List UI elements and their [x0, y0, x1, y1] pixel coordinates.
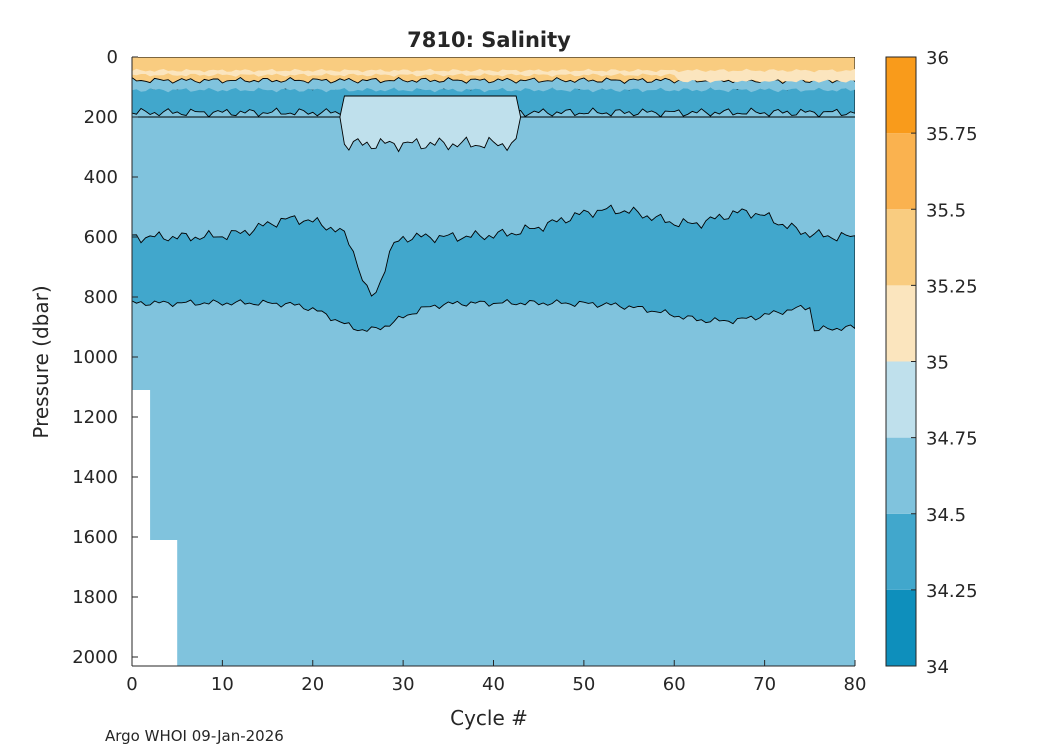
y-tick-label: 0: [107, 47, 118, 68]
x-tick-label: 30: [392, 674, 415, 695]
intermediate-minimum-layer: [132, 204, 855, 332]
y-tick-label: 1400: [72, 467, 118, 488]
x-tick-label: 0: [126, 674, 137, 695]
y-tick-label: 200: [84, 107, 118, 128]
colorbar-tick-label: 35.5: [926, 200, 966, 221]
y-tick-label: 1200: [72, 407, 118, 428]
deep-water-region: [132, 57, 855, 666]
x-tick-label: 80: [844, 674, 867, 695]
colorbar-tick-label: 34.5: [926, 505, 966, 526]
colorbar-segment: [886, 513, 916, 590]
x-tick-label: 40: [482, 674, 505, 695]
colorbar-segment: [886, 57, 916, 134]
y-axis-label: Pressure (dbar): [29, 285, 53, 438]
colorbar-tick-label: 36: [926, 48, 949, 69]
y-axis: 0 200 400 600 800 1000 1200 1400 1600 1800 2000: [72, 47, 138, 668]
x-axis: 0 10 20 30 40 50 60 70 80: [126, 660, 866, 695]
subsurface-lens: [132, 95, 855, 153]
x-tick-label: 50: [572, 674, 595, 695]
colorbar-tick-label: 35: [926, 353, 949, 374]
footer-credit: Argo WHOI 09-Jan-2026: [105, 727, 284, 745]
y-tick-label: 1000: [72, 347, 118, 368]
surface-transition: [132, 68, 855, 83]
x-tick-label: 70: [753, 674, 776, 695]
colorbar-tick-label: 34.75: [926, 429, 978, 450]
x-tick-label: 10: [211, 674, 234, 695]
colorbar-tick-label: 35.25: [926, 276, 978, 297]
colorbar-tick-label: 35.75: [926, 124, 978, 145]
x-tick-label: 60: [663, 674, 686, 695]
colorbar: 34 34.25 34.5 34.75 35 35.25 35.5 35.75 36: [885, 48, 978, 678]
colorbar-segment: [886, 133, 916, 210]
salinity-field: [132, 57, 855, 666]
y-tick-label: 1800: [72, 587, 118, 608]
colorbar-segment: [886, 361, 916, 438]
colorbar-segment: [886, 589, 916, 666]
x-axis-label: Cycle #: [450, 706, 528, 730]
y-tick-label: 400: [84, 167, 118, 188]
y-tick-label: 600: [84, 227, 118, 248]
surface-high-salinity: [132, 57, 855, 84]
colorbar-segment: [886, 437, 916, 514]
colorbar-tick-label: 34.25: [926, 581, 978, 602]
y-tick-label: 1600: [72, 527, 118, 548]
colorbar-segment: [886, 285, 916, 362]
x-tick-label: 20: [301, 674, 324, 695]
colorbar-segment: [886, 209, 916, 286]
no-data-region: [132, 390, 178, 666]
chart-title: 7810: Salinity: [407, 28, 571, 52]
colorbar-tick-label: 34: [926, 657, 949, 678]
y-tick-label: 800: [84, 287, 118, 308]
y-tick-label: 2000: [72, 647, 118, 668]
